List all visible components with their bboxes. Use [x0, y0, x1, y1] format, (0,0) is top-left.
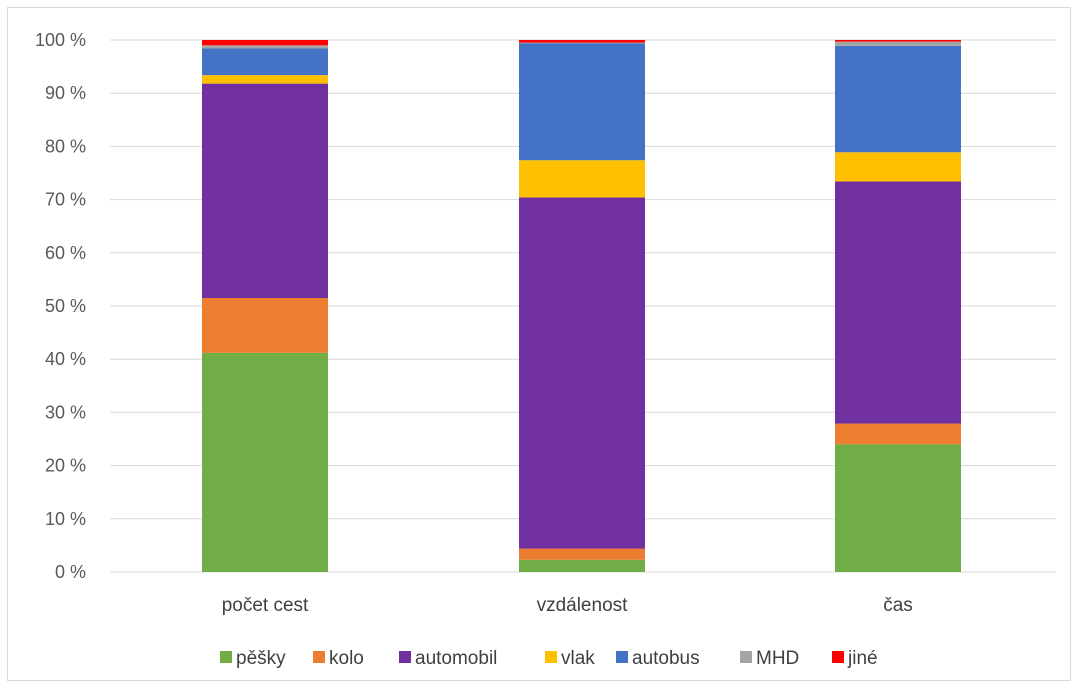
- y-tick-label: 50 %: [45, 296, 86, 316]
- bar-segment: [835, 45, 961, 153]
- legend-item: vlak: [545, 648, 595, 669]
- legend-swatch: [220, 651, 232, 663]
- legend-label: autobus: [632, 648, 700, 669]
- legend-label: vlak: [561, 648, 595, 669]
- bar-stack: [202, 40, 328, 572]
- y-axis-ticks: 0 % 10 % 20 % 30 % 40 % 50 % 60 % 70 % 80 % 90 % 1…: [35, 30, 86, 582]
- bar-segment: [202, 298, 328, 353]
- legend-label: jiné: [847, 648, 878, 669]
- y-tick-label: 0 %: [55, 562, 86, 582]
- legend-label: automobil: [415, 648, 497, 669]
- bar-segment: [835, 423, 961, 445]
- legend-swatch: [545, 651, 557, 663]
- y-tick-label: 30 %: [45, 402, 86, 422]
- y-tick-label: 20 %: [45, 456, 86, 476]
- legend-swatch: [616, 651, 628, 663]
- legend-label: MHD: [756, 648, 799, 669]
- legend-label: pěšky: [236, 648, 286, 669]
- y-tick-label: 70 %: [45, 190, 86, 210]
- legend-item: automobil: [399, 648, 497, 669]
- bar-stack: [835, 40, 961, 572]
- legend-item: autobus: [616, 648, 700, 669]
- y-tick-label: 10 %: [45, 509, 86, 529]
- legend-swatch: [832, 651, 844, 663]
- bar-segment: [519, 43, 645, 161]
- legend-swatch: [313, 651, 325, 663]
- y-tick-label: 100 %: [35, 30, 86, 50]
- bar-segment: [519, 559, 645, 572]
- legend-swatch: [740, 651, 752, 663]
- bar-segment: [202, 48, 328, 76]
- bar-segment: [519, 40, 645, 43]
- bar-segment: [835, 41, 961, 46]
- bar-segment: [202, 75, 328, 84]
- bar-segment: [202, 40, 328, 46]
- bar-segment: [519, 548, 645, 560]
- bar-segment: [835, 181, 961, 424]
- bar-segment: [835, 152, 961, 182]
- legend-item: pěšky: [220, 648, 286, 669]
- legend-item: kolo: [313, 648, 364, 669]
- legend: pěšky kolo automobil vlak autobus MHD jiné: [220, 648, 878, 669]
- bar-stack: [519, 40, 645, 572]
- bar-segment: [519, 197, 645, 549]
- y-tick-label: 80 %: [45, 136, 86, 156]
- legend-item: MHD: [740, 648, 799, 669]
- legend-item: jiné: [832, 648, 878, 669]
- category-label: vzdálenost: [537, 595, 629, 616]
- y-tick-label: 90 %: [45, 83, 86, 103]
- bar-segment: [519, 160, 645, 198]
- legend-label: kolo: [329, 648, 364, 669]
- y-tick-label: 60 %: [45, 243, 86, 263]
- bar-segment: [202, 352, 328, 572]
- bar-segment: [519, 42, 645, 44]
- bar-segment: [202, 45, 328, 49]
- x-axis-categories: počet cest vzdálenost čas: [222, 595, 913, 616]
- bar-segment: [835, 444, 961, 572]
- category-label: čas: [883, 595, 913, 616]
- bar-segment: [202, 83, 328, 299]
- category-label: počet cest: [222, 595, 309, 616]
- bars: [202, 40, 961, 572]
- y-tick-label: 40 %: [45, 349, 86, 369]
- legend-swatch: [399, 651, 411, 663]
- bar-segment: [835, 40, 961, 42]
